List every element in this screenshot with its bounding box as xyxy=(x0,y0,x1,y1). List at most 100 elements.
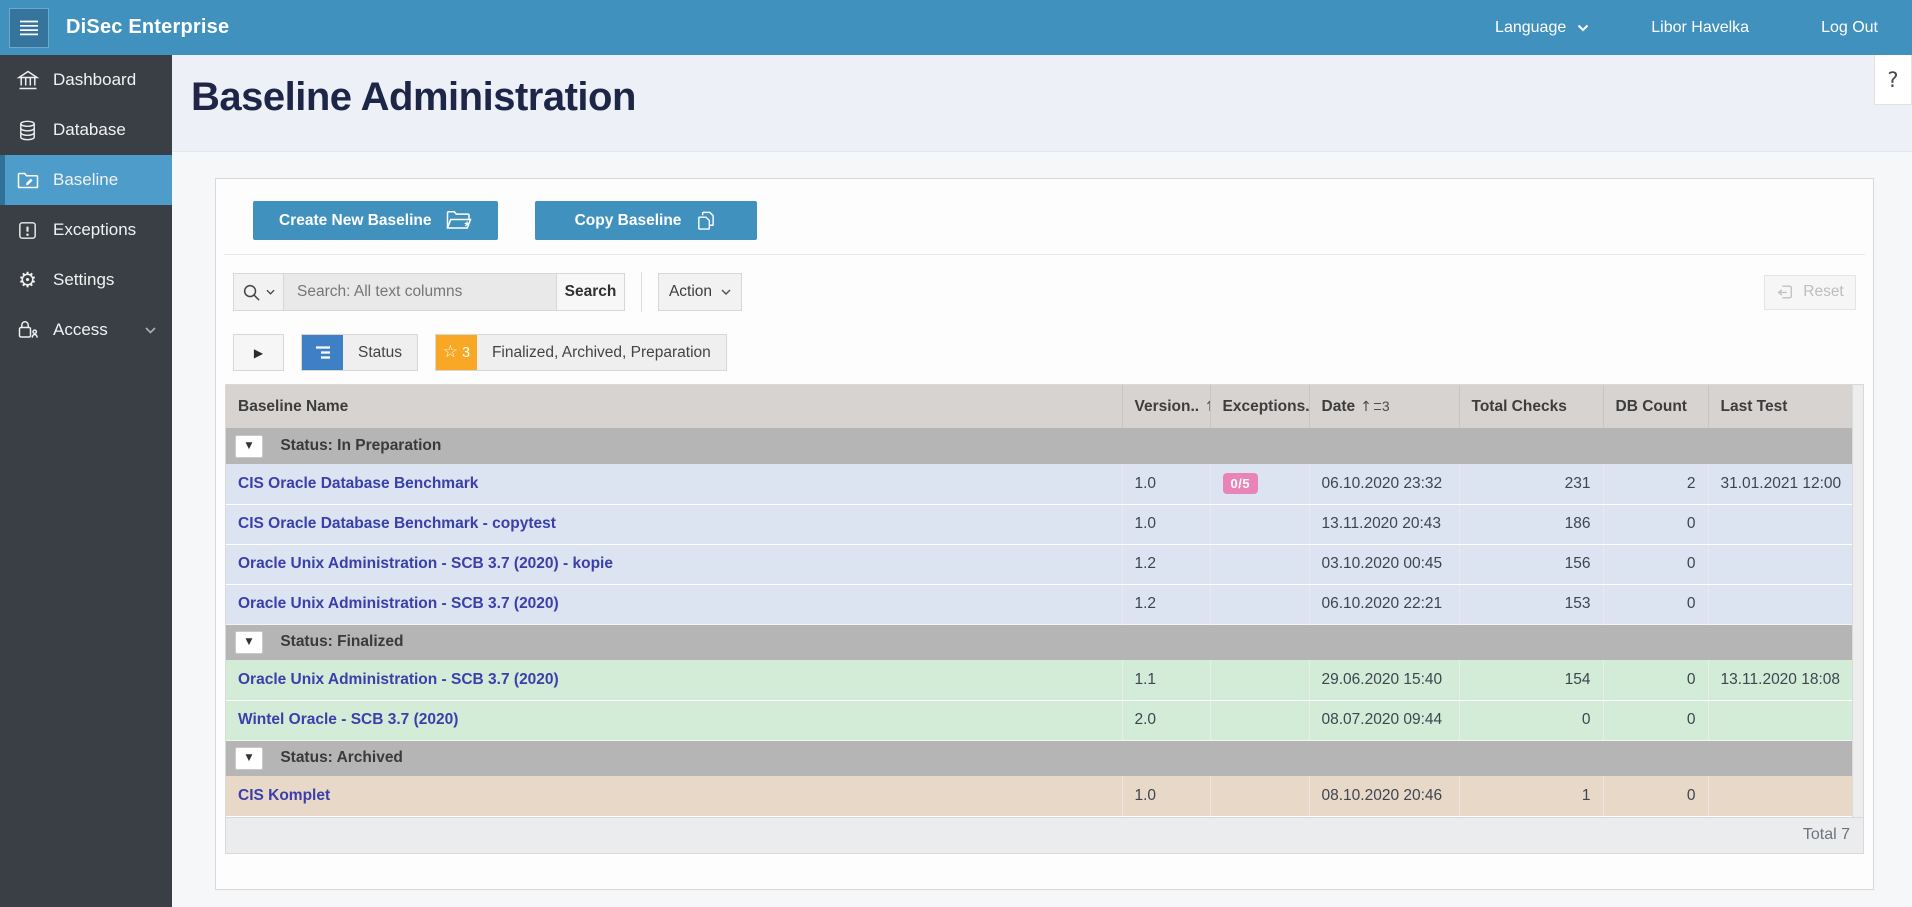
triangle-down-icon: ▼ xyxy=(246,441,253,451)
cell-baseline-name: Oracle Unix Administration - SCB 3.7 (20… xyxy=(226,660,1122,700)
baseline-link[interactable]: Oracle Unix Administration - SCB 3.7 (20… xyxy=(238,595,559,612)
star-filter-icon: ☆ 3 xyxy=(436,335,477,370)
copy-button-label: Copy Baseline xyxy=(575,212,682,230)
sidebar-item-database[interactable]: Database xyxy=(0,105,172,155)
chevron-down-icon xyxy=(266,289,275,295)
cell-exceptions xyxy=(1210,504,1309,544)
baseline-link[interactable]: Oracle Unix Administration - SCB 3.7 (20… xyxy=(238,671,559,688)
triangle-down-icon: ▼ xyxy=(246,637,253,647)
group-row-in-preparation: ▼ Status: In Preparation xyxy=(226,428,1852,464)
cell-db-count: 0 xyxy=(1603,544,1708,584)
hamburger-icon xyxy=(19,20,39,36)
app-title: DiSec Enterprise xyxy=(66,16,229,39)
sidebar-item-settings[interactable]: ⚙ Settings xyxy=(0,255,172,305)
baseline-link[interactable]: CIS Oracle Database Benchmark xyxy=(238,475,478,492)
column-header-baseline-name[interactable]: Baseline Name xyxy=(226,385,1122,428)
cell-db-count: 0 xyxy=(1603,776,1708,816)
group-label: Status: Finalized xyxy=(280,633,403,650)
user-menu[interactable]: Libor Havelka xyxy=(1651,19,1749,37)
table-row: Oracle Unix Administration - SCB 3.7 (20… xyxy=(226,660,1852,700)
collapse-group-button[interactable]: ▼ xyxy=(235,747,263,770)
cell-version: 1.1 xyxy=(1122,660,1210,700)
cell-db-count: 2 xyxy=(1603,464,1708,504)
search-scope-button[interactable] xyxy=(233,273,284,311)
main-area: Baseline Administration ? Create New Bas… xyxy=(172,55,1912,907)
baseline-link[interactable]: CIS Komplet xyxy=(238,787,330,804)
action-buttons-row: Create New Baseline * Copy Baseline xyxy=(216,179,1873,240)
baseline-grid: Baseline Name Version..↑2 Exceptions.. D… xyxy=(225,384,1864,854)
chevron-down-icon xyxy=(1577,24,1589,32)
column-header-last-test[interactable]: Last Test xyxy=(1708,385,1852,428)
help-button[interactable]: ? xyxy=(1874,55,1912,105)
expand-filters-button[interactable]: ▶ xyxy=(233,334,284,371)
column-header-db-count[interactable]: DB Count xyxy=(1603,385,1708,428)
top-bar: DiSec Enterprise Language Libor Havelka … xyxy=(0,0,1912,55)
status-filter-pill[interactable]: ☆ 3 Finalized, Archived, Preparation xyxy=(435,334,727,371)
sidebar-item-baseline[interactable]: Baseline xyxy=(0,155,172,205)
cell-total-checks: 153 xyxy=(1459,584,1603,624)
triangle-down-icon: ▼ xyxy=(246,753,253,763)
sidebar-item-label: Baseline xyxy=(53,170,118,190)
exclamation-icon xyxy=(14,217,41,244)
logout-button[interactable]: Log Out xyxy=(1821,19,1878,37)
sidebar-item-dashboard[interactable]: Dashboard xyxy=(0,55,172,105)
heading-strip: Baseline Administration xyxy=(172,55,1912,152)
cell-baseline-name: CIS Oracle Database Benchmark xyxy=(226,464,1122,504)
search-toolbar: Search Action Reset xyxy=(216,272,1873,312)
exceptions-badge[interactable]: 0/5 xyxy=(1223,473,1259,494)
cell-exceptions xyxy=(1210,584,1309,624)
control-break-icon xyxy=(302,335,343,370)
chevron-down-icon xyxy=(145,327,156,334)
filter-count: 3 xyxy=(462,345,470,361)
sidebar-item-access[interactable]: Access xyxy=(0,305,172,355)
baseline-panel: Create New Baseline * Copy Baseline Sear… xyxy=(215,178,1874,890)
cell-date: 29.06.2020 15:40 xyxy=(1309,660,1459,700)
header-row: Baseline Name Version..↑2 Exceptions.. D… xyxy=(226,385,1852,428)
action-menu-button[interactable]: Action xyxy=(658,273,742,311)
column-header-version[interactable]: Version..↑2 xyxy=(1122,385,1210,428)
collapse-group-button[interactable]: ▼ xyxy=(235,631,263,654)
search-button[interactable]: Search xyxy=(557,273,625,311)
copy-baseline-button[interactable]: Copy Baseline xyxy=(535,201,757,240)
cell-baseline-name: CIS Oracle Database Benchmark - copytest xyxy=(226,504,1122,544)
sidebar-item-label: Settings xyxy=(53,270,114,290)
sidebar-item-exceptions[interactable]: Exceptions xyxy=(0,205,172,255)
sort-indicator: ↑3 xyxy=(1360,398,1390,414)
cell-baseline-name: CIS Komplet xyxy=(226,776,1122,816)
filter-row: ▶ Status ☆ 3 Finalized, Archived, Prepar… xyxy=(216,334,1873,371)
logout-label: Log Out xyxy=(1821,19,1878,37)
control-break-label: Status xyxy=(343,335,417,370)
cell-date: 03.10.2020 00:45 xyxy=(1309,544,1459,584)
table-row: Oracle Unix Administration - SCB 3.7 (20… xyxy=(226,584,1852,624)
cell-total-checks: 0 xyxy=(1459,700,1603,740)
hamburger-menu-button[interactable] xyxy=(9,8,49,48)
language-menu[interactable]: Language xyxy=(1495,19,1589,37)
sidebar: Dashboard Database Baseline Exceptions ⚙… xyxy=(0,55,172,907)
search-input[interactable] xyxy=(284,273,557,311)
column-header-date[interactable]: Date↑3 xyxy=(1309,385,1459,428)
baseline-link[interactable]: CIS Oracle Database Benchmark - copytest xyxy=(238,515,556,532)
cell-total-checks: 231 xyxy=(1459,464,1603,504)
language-label: Language xyxy=(1495,19,1566,37)
group-label: Status: In Preparation xyxy=(280,437,441,454)
baseline-link[interactable]: Wintel Oracle - SCB 3.7 (2020) xyxy=(238,711,458,728)
create-new-baseline-button[interactable]: Create New Baseline * xyxy=(253,201,498,240)
cell-baseline-name: Oracle Unix Administration - SCB 3.7 (20… xyxy=(226,584,1122,624)
sidebar-item-label: Exceptions xyxy=(53,220,136,240)
total-count: Total 7 xyxy=(1803,826,1850,844)
cell-exceptions xyxy=(1210,660,1309,700)
cell-last-test xyxy=(1708,584,1852,624)
table-row: CIS Oracle Database Benchmark - copytest… xyxy=(226,504,1852,544)
cell-version: 2.0 xyxy=(1122,700,1210,740)
cell-baseline-name: Oracle Unix Administration - SCB 3.7 (20… xyxy=(226,544,1122,584)
cell-exceptions: 0/5 xyxy=(1210,464,1309,504)
baseline-link[interactable]: Oracle Unix Administration - SCB 3.7 (20… xyxy=(238,555,613,572)
column-header-total-checks[interactable]: Total Checks xyxy=(1459,385,1603,428)
control-break-pill[interactable]: Status xyxy=(301,334,418,371)
cell-db-count: 0 xyxy=(1603,660,1708,700)
sidebar-item-label: Database xyxy=(53,120,126,140)
column-header-exceptions[interactable]: Exceptions.. xyxy=(1210,385,1309,428)
reset-button[interactable]: Reset xyxy=(1764,275,1856,310)
cell-exceptions xyxy=(1210,544,1309,584)
collapse-group-button[interactable]: ▼ xyxy=(235,435,263,458)
